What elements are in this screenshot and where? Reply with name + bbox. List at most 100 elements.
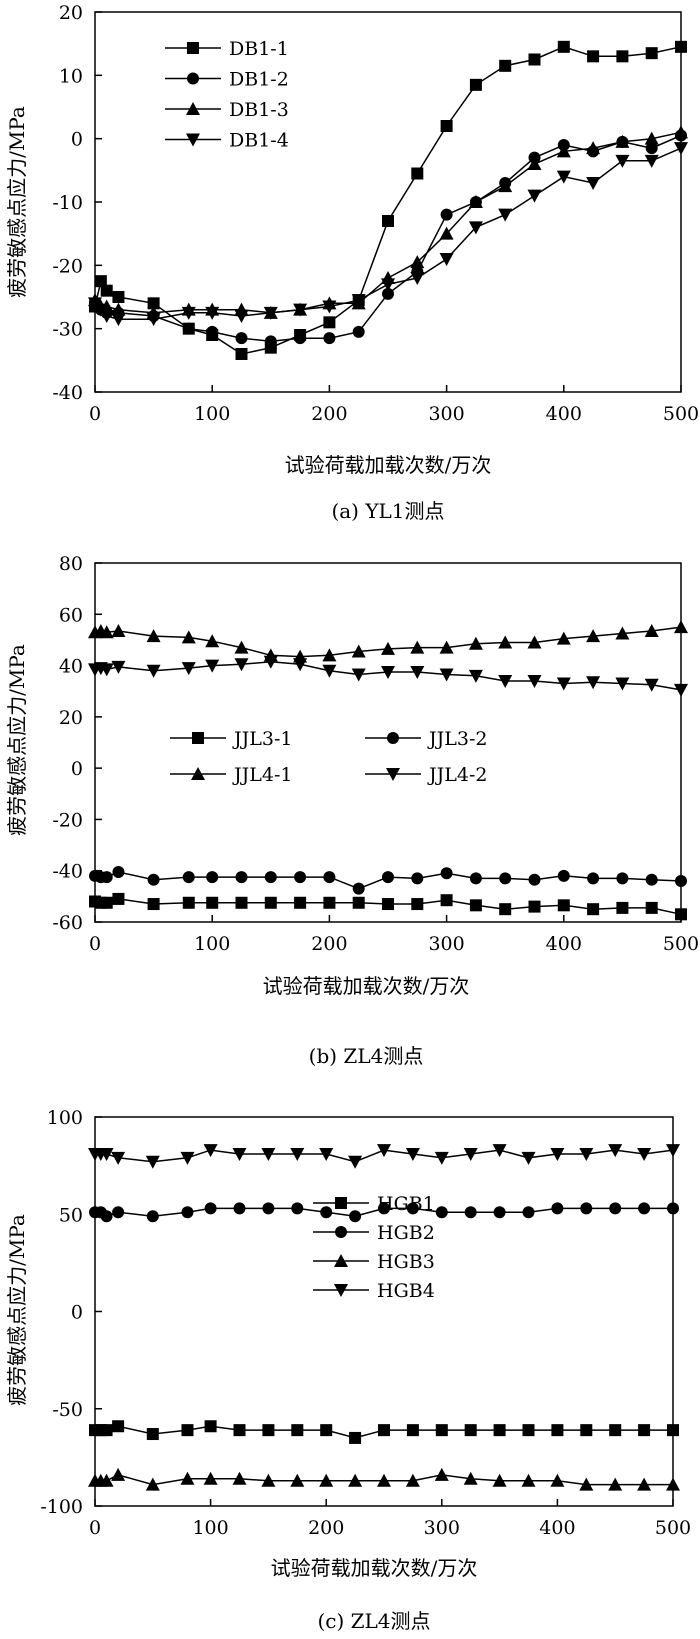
series-JJL3-2 xyxy=(89,865,687,895)
y-axis: 20 10 0 -10 -20 -30 -40 xyxy=(52,2,102,404)
data-point xyxy=(232,1147,247,1161)
plot-area xyxy=(94,562,682,923)
data-point xyxy=(674,125,688,139)
data-point xyxy=(644,623,659,637)
data-point xyxy=(645,142,658,155)
data-point xyxy=(205,306,220,320)
data-point xyxy=(586,629,601,643)
data-point xyxy=(382,215,394,227)
y-tick-label: 50 xyxy=(59,1204,83,1226)
legend-item: DB1-3 xyxy=(165,99,289,121)
data-point xyxy=(492,1473,507,1487)
y-tick-label: 20 xyxy=(59,2,83,24)
data-point xyxy=(262,1202,275,1215)
data-point xyxy=(320,1424,333,1437)
data-point xyxy=(205,634,220,648)
x-tick-label: 300 xyxy=(428,933,464,955)
data-point xyxy=(320,1206,333,1219)
data-point xyxy=(323,896,336,909)
data-point xyxy=(146,629,161,643)
series-JJL4-1 xyxy=(88,620,688,663)
data-point xyxy=(675,908,687,921)
data-point xyxy=(411,872,424,885)
data-point xyxy=(147,873,160,886)
data-point xyxy=(233,1424,246,1437)
data-point xyxy=(351,644,366,658)
data-point xyxy=(377,1473,391,1487)
series-HGB3 xyxy=(88,1467,680,1491)
data-point xyxy=(440,894,453,907)
data-point xyxy=(645,47,658,60)
data-point xyxy=(100,1210,113,1223)
data-point xyxy=(293,658,308,672)
data-point xyxy=(99,663,114,677)
data-point xyxy=(638,1202,651,1215)
y-tick-label: 40 xyxy=(59,656,83,678)
data-point xyxy=(468,221,483,235)
legend-marker xyxy=(186,133,200,147)
legend-item: HGB2 xyxy=(313,1222,435,1244)
y-axis: 100 50 0 -50 -100 xyxy=(40,1107,102,1518)
legend-item: JJL4-1 xyxy=(170,764,292,786)
x-tick-label: 400 xyxy=(546,933,582,955)
data-point xyxy=(464,1424,477,1437)
data-point xyxy=(440,120,453,132)
data-point xyxy=(351,668,366,682)
data-point xyxy=(637,1147,652,1161)
data-point xyxy=(556,144,571,158)
data-point xyxy=(434,1467,449,1481)
x-axis-title: 试验荷载加载次数/万次 xyxy=(271,1556,478,1580)
legend-label: DB1-4 xyxy=(229,130,289,152)
data-point xyxy=(492,1144,507,1158)
data-point xyxy=(439,226,454,240)
x-tick-label: 0 xyxy=(89,403,101,425)
legend: HGB1 HGB2 HGB3 HGB4 xyxy=(313,1193,435,1302)
data-point xyxy=(527,674,542,688)
data-point xyxy=(527,189,542,203)
x-tick-label: 200 xyxy=(308,1517,344,1539)
data-point xyxy=(100,1424,113,1437)
data-point xyxy=(263,306,278,320)
y-tick-label: 80 xyxy=(59,553,83,575)
data-point xyxy=(349,1210,362,1223)
legend-marker xyxy=(334,1254,348,1267)
legend-marker xyxy=(335,1226,347,1238)
data-point xyxy=(522,1424,535,1437)
legend-marker xyxy=(334,1284,348,1297)
data-point xyxy=(99,625,114,639)
series-HGB1 xyxy=(89,1420,679,1444)
data-point xyxy=(551,1424,564,1437)
legend-marker xyxy=(186,102,200,115)
data-point xyxy=(112,1206,125,1219)
data-point xyxy=(410,665,425,679)
data-point xyxy=(645,873,658,886)
data-point xyxy=(319,1473,334,1487)
data-point xyxy=(587,872,600,885)
legend-label: DB1-3 xyxy=(229,99,289,121)
data-point xyxy=(352,882,365,895)
legend-item: JJL3-2 xyxy=(365,728,487,750)
data-point xyxy=(234,640,249,654)
data-point xyxy=(293,303,308,317)
legend-label: JJL3-1 xyxy=(232,728,292,750)
data-point xyxy=(405,1147,420,1161)
legend-item: HGB3 xyxy=(313,1251,435,1273)
data-point xyxy=(111,1467,126,1481)
panel-caption: (b) ZL4测点 xyxy=(309,1044,424,1068)
data-point xyxy=(580,1202,593,1215)
data-point xyxy=(111,313,126,327)
data-point xyxy=(352,325,365,338)
data-point xyxy=(352,896,365,909)
y-axis: 80 60 40 20 0 -20 -40 -60 xyxy=(52,553,102,934)
data-point xyxy=(608,1477,623,1491)
data-point xyxy=(406,1424,419,1437)
data-point xyxy=(667,1202,679,1215)
data-point xyxy=(557,899,570,912)
data-point xyxy=(233,1202,246,1215)
data-point xyxy=(499,903,512,916)
data-point xyxy=(204,1202,217,1215)
data-point xyxy=(579,1147,594,1161)
data-point xyxy=(145,1155,160,1169)
